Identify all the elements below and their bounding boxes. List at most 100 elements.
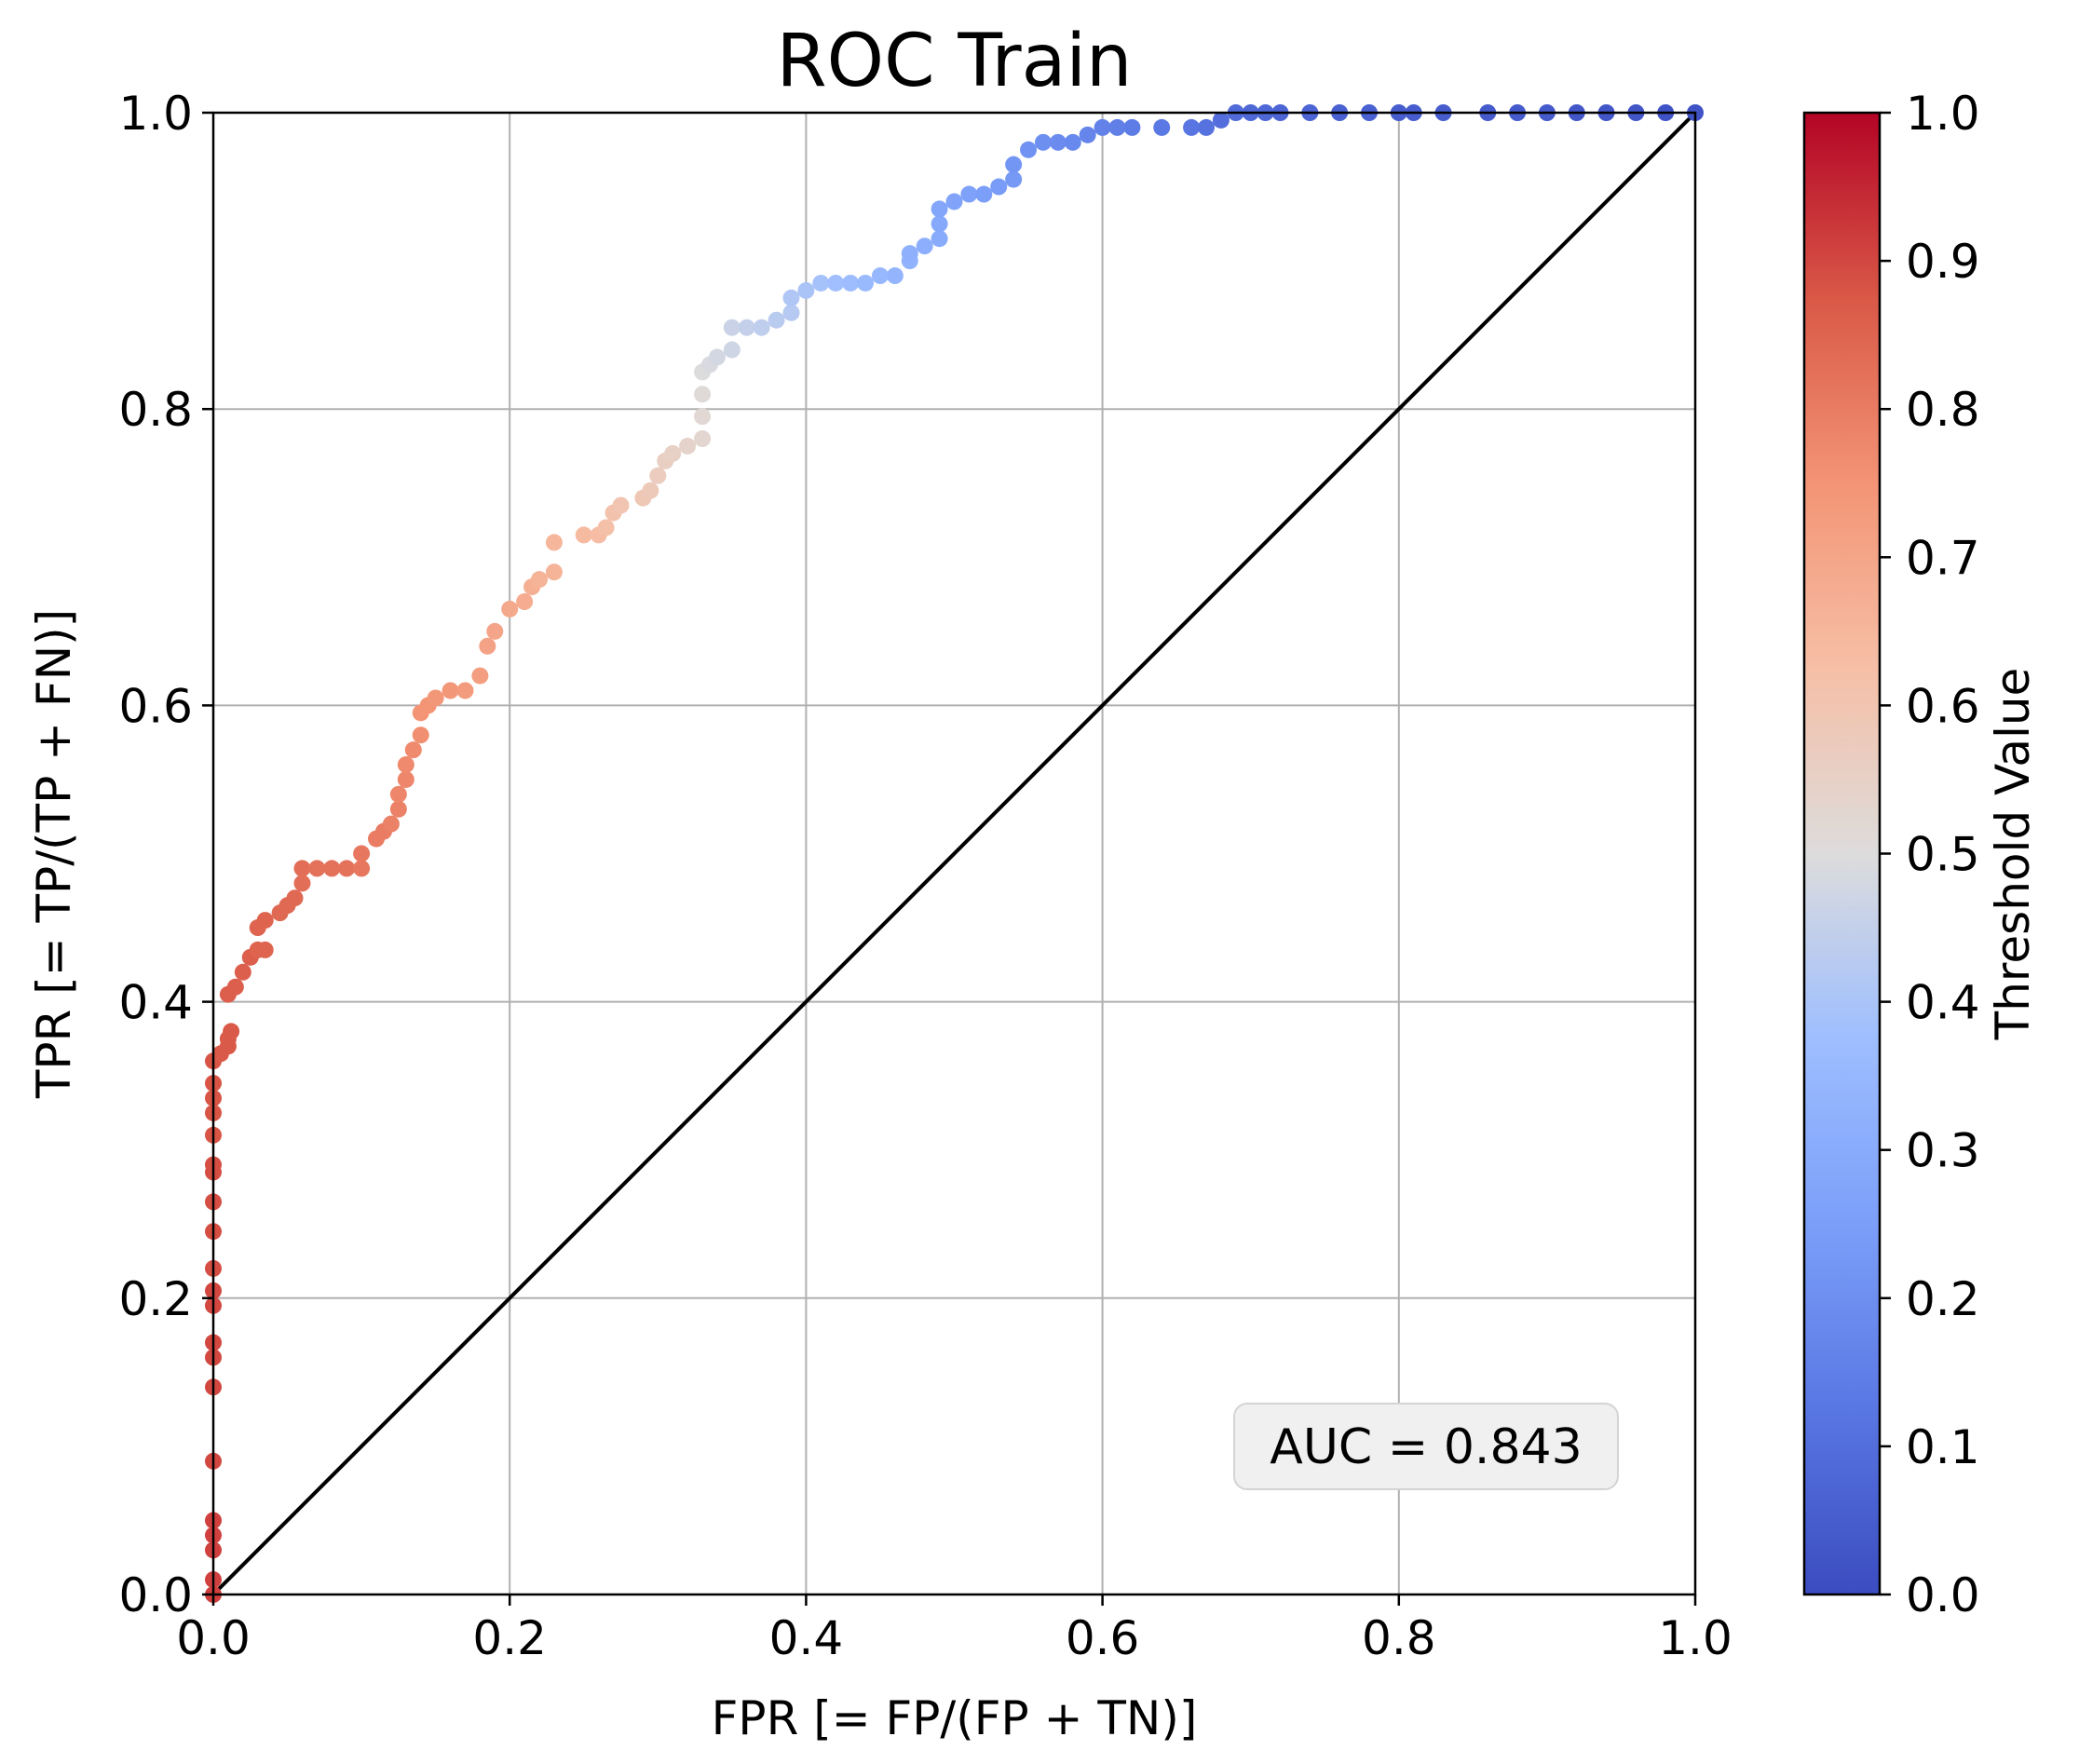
roc-point — [338, 860, 356, 877]
x-tick-label: 0.0 — [176, 1611, 251, 1665]
roc-point — [931, 215, 948, 233]
colorbar-tick-label: 0.6 — [1906, 679, 1980, 733]
roc-point — [353, 845, 371, 862]
colorbar-tick-label: 0.2 — [1906, 1272, 1980, 1326]
colorbar-tick-label: 1.0 — [1906, 87, 1980, 141]
roc-point — [694, 386, 712, 403]
roc-point — [1197, 118, 1215, 136]
roc-point — [382, 815, 400, 833]
y-axis-label: TPR [= TP/(TP + FN)] — [27, 609, 81, 1099]
colorbar-tick-label: 0.4 — [1906, 976, 1980, 1030]
x-tick-label: 0.4 — [769, 1611, 844, 1665]
roc-point — [1123, 118, 1141, 136]
roc-point — [649, 467, 667, 484]
colorbar-tick-label: 0.0 — [1906, 1568, 1980, 1622]
roc-point — [1153, 118, 1171, 136]
roc-point — [545, 563, 563, 581]
roc-point — [679, 437, 697, 455]
roc-point — [1005, 156, 1023, 173]
roc-point — [827, 274, 845, 292]
roc-point — [397, 756, 414, 774]
roc-point — [427, 689, 444, 707]
roc-point — [857, 274, 875, 292]
roc-point — [516, 593, 534, 611]
x-axis-label: FPR [= FP/(FP + TN)] — [712, 1691, 1198, 1745]
x-tick-label: 1.0 — [1658, 1611, 1732, 1665]
roc-point — [353, 860, 371, 877]
roc-point — [782, 289, 800, 306]
roc-point — [723, 319, 741, 336]
roc-point — [389, 800, 407, 818]
roc-point — [471, 667, 489, 685]
x-tick-label: 0.2 — [472, 1611, 547, 1665]
roc-point — [931, 230, 948, 248]
roc-point — [442, 682, 459, 699]
y-tick-label: 0.8 — [118, 383, 193, 437]
roc-point — [916, 237, 933, 255]
x-tick-label: 0.6 — [1066, 1611, 1140, 1665]
roc-point — [293, 860, 311, 877]
roc-point — [323, 860, 341, 877]
roc-point — [545, 534, 563, 551]
roc-point — [1064, 133, 1081, 151]
roc-point — [945, 193, 963, 210]
colorbar: 0.0 0.1 0.2 0.3 0.4 0.5 0.6 0.7 0.8 0.9 1.0 Thresh… — [1802, 87, 2040, 1622]
colorbar-gradient — [1802, 111, 1882, 1596]
diagonal-reference-line — [211, 111, 1697, 1596]
roc-point — [456, 682, 474, 699]
auc-annotation: AUC = 0.843 — [1233, 1403, 1619, 1490]
colorbar-tick-label: 0.5 — [1906, 828, 1980, 882]
auc-annotation-text: AUC = 0.843 — [1270, 1419, 1582, 1475]
roc-point — [412, 726, 429, 744]
roc-point — [753, 319, 770, 336]
roc-point — [782, 304, 800, 321]
roc-point — [886, 267, 904, 285]
colorbar-tick-label: 0.1 — [1906, 1420, 1980, 1474]
roc-point — [531, 571, 549, 589]
y-axis-ticks: 0.0 0.2 0.4 0.6 0.8 1.0 — [118, 87, 213, 1622]
roc-point — [575, 526, 592, 544]
roc-point — [1079, 126, 1096, 143]
roc-point — [1005, 170, 1023, 188]
roc-point — [486, 622, 504, 640]
roc-point — [597, 519, 615, 536]
roc-point — [1183, 118, 1201, 136]
chart-title: ROC Train — [776, 20, 1132, 103]
colorbar-ticks: 0.0 0.1 0.2 0.3 0.4 0.5 0.6 0.7 0.8 0.9 1.0 — [1880, 87, 1980, 1622]
y-tick-label: 1.0 — [118, 87, 193, 141]
plot-frame — [211, 111, 1697, 1596]
roc-point — [479, 637, 496, 655]
roc-point — [990, 178, 1008, 196]
colorbar-label: Threshold Value — [1986, 668, 2040, 1041]
roc-point — [1049, 133, 1067, 151]
colorbar-tick-label: 0.7 — [1906, 531, 1980, 585]
roc-point — [308, 860, 326, 877]
roc-point — [797, 281, 815, 299]
roc-point — [256, 941, 274, 958]
roc-point — [397, 770, 414, 788]
x-tick-label: 0.8 — [1362, 1611, 1436, 1665]
roc-point — [1020, 141, 1038, 158]
roc-point — [642, 482, 659, 499]
roc-point — [226, 978, 244, 996]
roc-point — [293, 875, 311, 892]
roc-point — [1212, 111, 1230, 129]
auc-annotation-box — [1233, 1403, 1619, 1490]
roc-point — [708, 348, 726, 366]
colorbar-tick-label: 0.9 — [1906, 235, 1980, 289]
y-tick-label: 0.6 — [118, 679, 193, 733]
roc-point — [286, 889, 304, 907]
roc-point — [723, 341, 741, 359]
roc-point — [901, 245, 918, 263]
roc-point — [812, 274, 830, 292]
colorbar-tick-label: 0.3 — [1906, 1124, 1980, 1178]
roc-point — [694, 408, 712, 426]
roc-point — [694, 430, 712, 448]
roc-point — [501, 600, 519, 617]
roc-point — [738, 319, 755, 336]
roc-point — [1034, 133, 1052, 151]
roc-point — [234, 963, 251, 981]
roc-point — [1108, 118, 1126, 136]
roc-point — [664, 444, 682, 462]
